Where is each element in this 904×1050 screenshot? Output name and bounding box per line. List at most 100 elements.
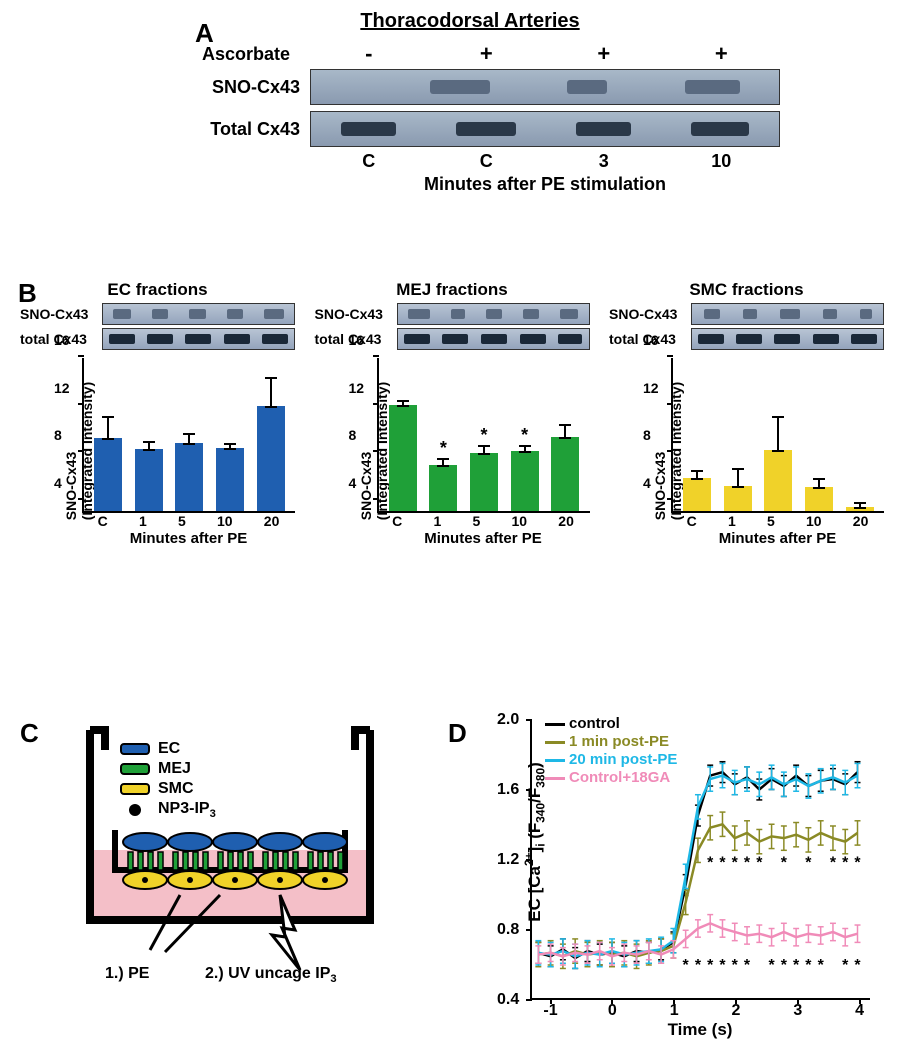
legend-smc: SMC xyxy=(120,780,216,798)
lane-labels: CC310 xyxy=(310,151,780,172)
legend-ec: EC xyxy=(120,740,216,758)
panel-c: EC MEJ SMC NP3-IP3 1.) PE 2.) UV uncage … xyxy=(50,720,430,1030)
d-y-tick: 1.2 xyxy=(497,851,519,869)
y-tick: 12 xyxy=(643,380,659,396)
mini-band xyxy=(698,334,724,344)
svg-text:*: * xyxy=(756,855,763,872)
svg-text:*: * xyxy=(854,957,861,974)
ascorbate-label: Ascorbate xyxy=(160,44,310,65)
panel-b-sub: SMC fractionsSNO-Cx43total Cx43SNO-Cx43(… xyxy=(609,280,884,543)
mini-band xyxy=(189,309,206,319)
bar xyxy=(724,486,752,511)
y-tick: 12 xyxy=(349,380,365,396)
error-bar xyxy=(524,445,526,453)
svg-text:*: * xyxy=(793,957,800,974)
svg-text:*: * xyxy=(830,855,837,872)
d-x-tick: 3 xyxy=(793,1002,802,1020)
error-bar xyxy=(107,416,109,440)
x-label: Minutes after PE xyxy=(82,530,295,547)
np3-swatch xyxy=(129,804,141,816)
bar xyxy=(257,406,285,511)
y-tick: 8 xyxy=(349,427,357,443)
mini-band xyxy=(780,309,800,319)
mini-band xyxy=(481,334,507,344)
mini-band xyxy=(813,334,839,344)
svg-text:*: * xyxy=(854,855,861,872)
lane-labels-row: CC310 xyxy=(160,151,780,172)
mini-blot-strip xyxy=(102,303,295,325)
bar: * xyxy=(470,453,498,511)
legend-ec-label: EC xyxy=(158,740,180,758)
panel-a-title: Thoracodorsal Arteries xyxy=(160,10,780,33)
sub-title: MEJ fractions xyxy=(315,280,590,300)
mini-band xyxy=(442,334,468,344)
bar-chart: SNO-Cx43(Integrated Intensity)481216C151… xyxy=(20,358,295,543)
bar xyxy=(94,438,122,511)
y-tick: 4 xyxy=(54,475,62,491)
mini-band xyxy=(736,334,762,344)
svg-text:*: * xyxy=(805,957,812,974)
annot-pe: 1.) PE xyxy=(105,965,149,983)
panel-c-label: C xyxy=(20,718,39,749)
svg-text:*: * xyxy=(707,855,714,872)
panel-a: Thoracodorsal Arteries Ascorbate -+++ SN… xyxy=(160,10,780,195)
x-label: Minutes after PE xyxy=(671,530,884,547)
bars-container xyxy=(673,358,884,511)
y-tick: 4 xyxy=(349,475,357,491)
y-tick: 16 xyxy=(349,332,365,348)
svg-text:*: * xyxy=(683,957,690,974)
y-tick: 16 xyxy=(643,332,659,348)
bar xyxy=(216,448,244,511)
svg-text:*: * xyxy=(818,957,825,974)
mini-band xyxy=(224,334,250,344)
svg-text:*: * xyxy=(744,855,751,872)
blot-band xyxy=(350,80,352,94)
svg-text:*: * xyxy=(781,957,788,974)
legend-np3: NP3-IP3 xyxy=(120,800,216,820)
total-blot-row: Total Cx43 xyxy=(160,111,780,147)
legend-mej: MEJ xyxy=(120,760,216,778)
x-ticks: C151020 xyxy=(377,513,590,529)
d-x-tick: -1 xyxy=(543,1002,557,1020)
mini-blot-strip xyxy=(102,328,295,350)
legend-mej-label: MEJ xyxy=(158,760,191,778)
mini-band xyxy=(520,334,546,344)
d-xlabel: Time (s) xyxy=(530,1020,870,1040)
mini-band xyxy=(851,334,877,344)
figure-root: A B C D Thoracodorsal Arteries Ascorbate… xyxy=(0,0,904,1050)
significance-star: * xyxy=(521,425,528,446)
total-blot-strip xyxy=(310,111,780,147)
legend-smc-label: SMC xyxy=(158,780,194,798)
bar xyxy=(175,443,203,511)
bar xyxy=(805,487,833,511)
d-x-tick: 2 xyxy=(732,1002,741,1020)
ascorbate-mark: + xyxy=(428,41,546,67)
sno-blot-row: SNO-Cx43 xyxy=(160,69,780,105)
error-bar xyxy=(737,468,739,488)
error-bar xyxy=(148,441,150,451)
svg-text:*: * xyxy=(768,957,775,974)
panel-b: EC fractionsSNO-Cx43total Cx43SNO-Cx43(I… xyxy=(20,280,884,543)
diagram: EC MEJ SMC NP3-IP3 1.) PE 2.) UV uncage … xyxy=(50,720,400,980)
blot-band xyxy=(341,122,396,136)
error-bar xyxy=(229,443,231,450)
mini-band xyxy=(774,334,800,344)
mej-swatch xyxy=(120,763,150,775)
bar-chart: SNO-Cx43(Integrated Intensity)481216***C… xyxy=(315,358,590,543)
svg-text:*: * xyxy=(719,855,726,872)
d-x-tick: 1 xyxy=(670,1002,679,1020)
mini-blot-strip xyxy=(397,328,590,350)
mini-blot-row: SNO-Cx43 xyxy=(20,303,295,325)
bars-container: *** xyxy=(379,358,590,511)
mini-blot-label: SNO-Cx43 xyxy=(315,306,397,322)
mini-band xyxy=(560,309,578,319)
svg-text:*: * xyxy=(781,855,788,872)
svg-text:*: * xyxy=(719,957,726,974)
mini-band xyxy=(185,334,211,344)
mini-blot-label: SNO-Cx43 xyxy=(609,306,691,322)
bar: * xyxy=(511,451,539,511)
mini-band xyxy=(558,334,582,344)
svg-text:*: * xyxy=(732,855,739,872)
panel-a-xcaption: Minutes after PE stimulation xyxy=(310,174,780,195)
d-plot: EC [Ca2+]i (F340/F380) control1 min post… xyxy=(450,720,880,1040)
